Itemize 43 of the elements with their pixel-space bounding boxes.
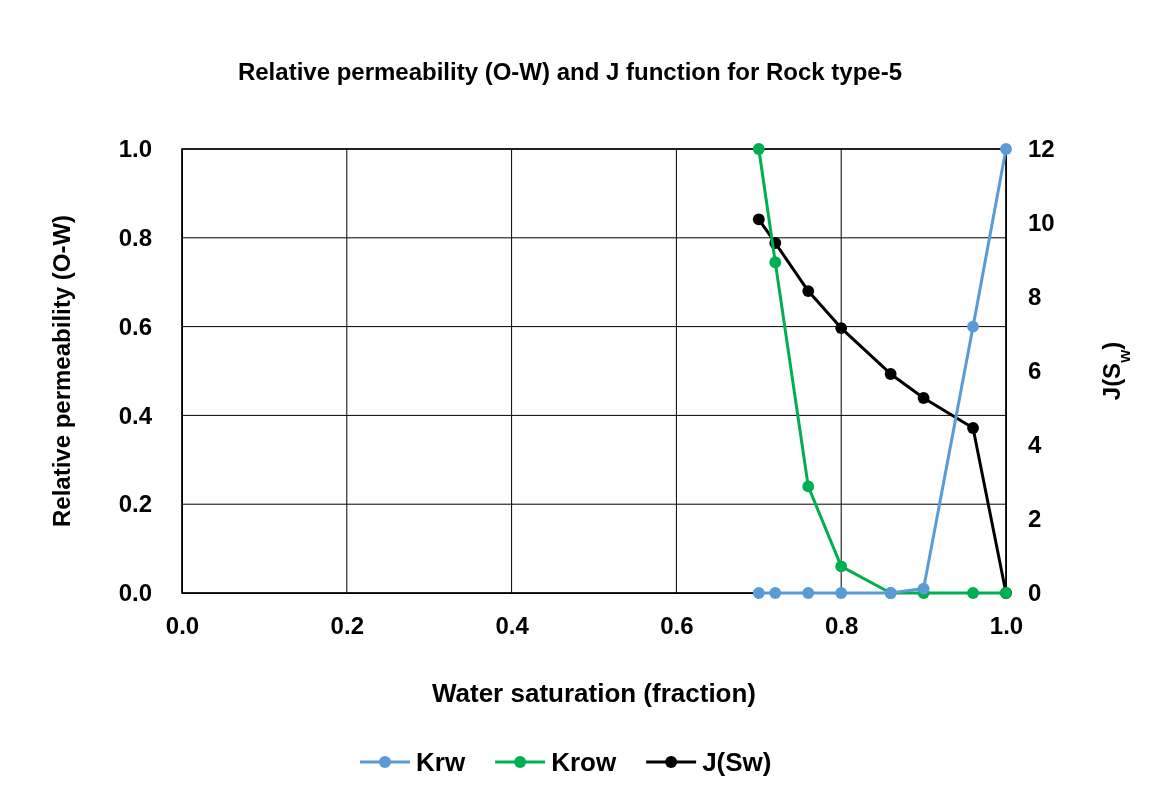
y-axis-title: Relative permeability (O-W) — [48, 214, 75, 528]
point — [967, 587, 979, 599]
y-tick-label: 0.0 — [118, 579, 152, 607]
y2-tick-label: 8 — [1028, 283, 1042, 311]
x-tick-label: 0.0 — [165, 612, 200, 640]
legend-label: Krow — [551, 747, 617, 777]
y2-tick-label: 6 — [1028, 357, 1042, 385]
y-tick-label: 0.4 — [118, 401, 153, 429]
x-tick-label: 1.0 — [989, 612, 1024, 640]
y-tick-label: 1.0 — [118, 135, 152, 163]
chart-title: Relative permeability (O-W) and J function for Rock type-5 — [237, 58, 903, 85]
point — [917, 582, 930, 595]
point — [802, 480, 815, 493]
point — [967, 422, 979, 434]
y2-tick-label: 4 — [1028, 431, 1042, 459]
point — [769, 587, 782, 599]
point — [752, 213, 765, 226]
x-tick-label: 0.2 — [330, 612, 364, 640]
point — [967, 320, 979, 333]
y2-tick-label: 2 — [1028, 505, 1042, 533]
point — [752, 587, 765, 599]
point — [835, 322, 848, 334]
x-tick-label: 0.6 — [660, 612, 694, 640]
x-tick-label: 0.8 — [825, 612, 859, 640]
point — [802, 587, 815, 599]
point — [835, 587, 848, 599]
point — [917, 392, 930, 404]
point — [835, 560, 848, 573]
legend-label: Krw — [416, 747, 466, 777]
y2-tick-label: 0 — [1028, 579, 1042, 607]
y-tick-label: 0.8 — [118, 223, 152, 251]
point — [769, 256, 782, 269]
x-axis-title: Water saturation (fraction) — [431, 678, 757, 708]
point — [752, 143, 765, 155]
point — [884, 368, 897, 380]
point — [1000, 143, 1012, 155]
y-tick-label: 0.2 — [118, 490, 152, 518]
y2-tick-label: 12 — [1028, 135, 1055, 163]
legend-label: J(Sw) — [702, 747, 772, 777]
x-tick-label: 0.4 — [495, 612, 530, 640]
point — [802, 285, 815, 297]
y2-tick-label: 10 — [1028, 209, 1055, 237]
y-tick-label: 0.6 — [118, 312, 152, 340]
